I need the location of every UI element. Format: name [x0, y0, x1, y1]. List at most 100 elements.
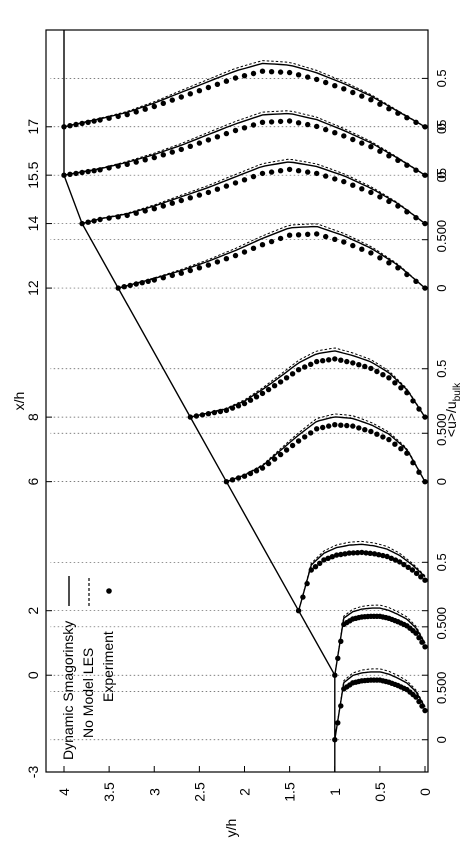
experiment-point — [187, 143, 193, 149]
experiment-point — [335, 720, 341, 726]
experiment-point — [422, 707, 428, 714]
experiment-point — [368, 428, 374, 435]
experiment-point — [413, 570, 420, 577]
experiment-point — [142, 157, 148, 163]
no-model-les-curve-0 — [334, 668, 426, 740]
legend-label-1: No Model LES — [80, 648, 96, 738]
experiment-point — [404, 271, 410, 278]
experiment-point — [422, 577, 428, 583]
experiment-point — [332, 422, 338, 428]
experiment-point — [250, 245, 257, 251]
experiment-point — [115, 113, 121, 120]
experiment-point — [377, 194, 383, 200]
experiment-point — [332, 672, 338, 678]
no-model-les-curve-8 — [63, 60, 426, 128]
experiment-point — [106, 165, 112, 171]
no-model-les-curve-7 — [63, 110, 426, 176]
experiment-point — [187, 267, 193, 274]
no-model-les-curve-1 — [334, 604, 426, 676]
experiment-point — [305, 121, 311, 128]
experiment-point — [85, 168, 91, 175]
experiment-point — [151, 103, 157, 110]
experiment-point — [416, 406, 422, 412]
experiment-point — [304, 580, 310, 587]
experiment-point — [124, 212, 130, 219]
experiment-point — [205, 262, 212, 268]
experiment-point — [386, 260, 392, 266]
experiment-point — [127, 282, 133, 289]
experiment-point — [196, 265, 203, 271]
no-model-les-curve-3 — [226, 413, 426, 483]
experiment-point — [377, 255, 383, 261]
experiment-point — [277, 69, 284, 75]
experiment-point — [386, 153, 392, 159]
experiment-point — [142, 106, 148, 112]
experiment-point — [416, 469, 422, 475]
velocity-tick-label-2: 0 — [434, 672, 449, 679]
experiment-point — [151, 154, 157, 161]
experiment-point — [422, 644, 428, 650]
experiment-point — [178, 146, 184, 153]
experiment-point — [265, 460, 272, 467]
experiment-point — [398, 446, 404, 452]
dynamic-smagorinsky-curve-3 — [226, 416, 426, 483]
experiment-point — [223, 256, 230, 262]
experiment-point — [384, 553, 390, 560]
experiment-point — [106, 115, 112, 121]
legend-swatch-2 — [106, 588, 112, 594]
experiment-point — [332, 83, 338, 89]
velocity-axis-label-main: <u>/u — [443, 401, 459, 437]
experiment-point — [286, 69, 293, 76]
experiment-point — [73, 121, 79, 128]
experiment-point — [323, 79, 329, 86]
experiment-point — [241, 125, 248, 131]
experiment-point — [133, 109, 139, 115]
experiment-point — [79, 220, 85, 227]
experiment-point — [398, 385, 404, 391]
experiment-point — [91, 168, 97, 174]
experiment-point — [359, 549, 365, 556]
experiment-point — [314, 123, 320, 130]
experiment-point — [302, 364, 308, 370]
experiment-point — [344, 422, 350, 429]
experiment-point — [395, 265, 401, 271]
profile-3 — [223, 413, 428, 485]
experiment-point — [395, 203, 401, 209]
experiment-point — [346, 550, 352, 556]
experiment-point — [268, 119, 275, 125]
experiment-point — [97, 167, 103, 173]
experiment-point — [214, 134, 221, 140]
experiment-point — [374, 431, 380, 437]
experiment-point — [332, 737, 338, 743]
experiment-point — [392, 557, 399, 563]
experiment-point — [259, 465, 266, 471]
velocity-axis-label-sub: bulk — [452, 382, 463, 401]
experiment-point — [332, 356, 338, 362]
x-tick-label-6: 14 — [25, 216, 41, 232]
experiment-point — [250, 70, 257, 77]
experiment-point — [211, 409, 218, 416]
experiment-point — [312, 564, 319, 570]
experiment-point — [314, 231, 320, 237]
experiment-point — [139, 280, 145, 286]
y-tick-label-3: 2.5 — [191, 782, 207, 802]
velocity-tick-label-12: 0 — [434, 220, 449, 227]
experiment-point — [133, 281, 139, 287]
experiment-point — [169, 272, 175, 279]
experiment-point — [217, 408, 224, 415]
experiment-point — [295, 168, 302, 174]
experiment-point — [368, 144, 374, 150]
experiment-point — [250, 122, 257, 128]
experiment-point — [268, 169, 275, 175]
dynamic-smagorinsky-curve-8 — [63, 62, 426, 128]
experiment-point — [247, 470, 254, 477]
experiment-point — [368, 189, 374, 196]
experiment-point — [325, 555, 331, 561]
experiment-point — [359, 140, 365, 146]
experiment-point — [277, 235, 284, 242]
velocity-tick-label-10: 0 — [434, 284, 449, 291]
experiment-point — [338, 357, 344, 363]
experiment-point — [196, 140, 203, 146]
experiment-point — [151, 277, 157, 283]
